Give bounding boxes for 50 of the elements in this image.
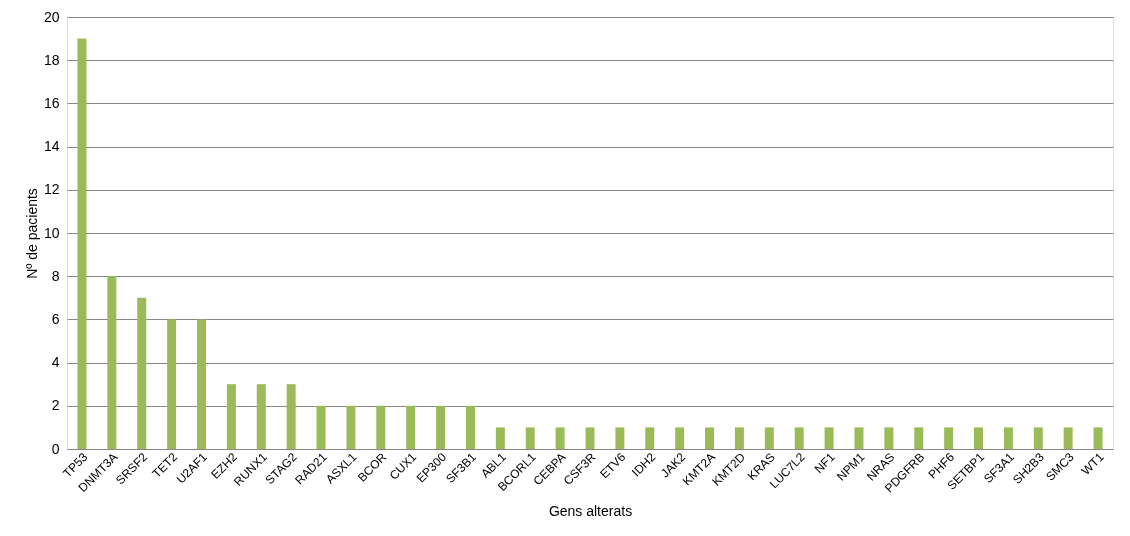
y-tick-label: 12 — [43, 181, 60, 198]
bar — [974, 427, 984, 449]
bar — [1093, 427, 1103, 449]
bar — [555, 427, 565, 449]
bar — [77, 38, 87, 449]
bar — [645, 427, 655, 449]
bar — [167, 319, 177, 449]
bar — [286, 384, 296, 449]
bar — [884, 427, 894, 449]
bar — [376, 405, 386, 449]
bar — [1033, 427, 1043, 449]
y-tick-label: 2 — [51, 397, 60, 414]
bar — [436, 405, 446, 449]
y-axis-title: Nº de pacients — [23, 188, 40, 279]
bar — [495, 427, 505, 449]
y-tick-label: 6 — [51, 310, 60, 327]
y-tick-label: 14 — [43, 138, 60, 155]
bar — [944, 427, 954, 449]
bar — [525, 427, 535, 449]
bar — [854, 427, 864, 449]
bar — [196, 319, 206, 449]
bar — [675, 427, 685, 449]
y-tick-label: 10 — [43, 224, 60, 241]
bar — [1063, 427, 1073, 449]
bar — [465, 405, 475, 449]
y-tick-label: 4 — [51, 354, 60, 371]
bar — [914, 427, 924, 449]
x-tick-label: NF1 — [811, 449, 838, 477]
bar — [256, 384, 266, 449]
y-tick-label: 0 — [51, 440, 60, 457]
bar — [824, 427, 834, 449]
y-tick-label: 8 — [51, 267, 60, 284]
bar — [734, 427, 744, 449]
bar — [585, 427, 595, 449]
y-tick-label: 16 — [43, 94, 60, 111]
bar — [137, 297, 147, 449]
bar — [226, 384, 236, 449]
x-axis-title: Gens alterats — [548, 502, 633, 519]
bar — [764, 427, 774, 449]
bar — [705, 427, 715, 449]
bar — [316, 405, 326, 449]
bar — [406, 405, 416, 449]
bar — [794, 427, 804, 449]
y-tick-label: 20 — [43, 8, 60, 25]
x-tick-label: WT1 — [1078, 449, 1107, 478]
bar — [615, 427, 625, 449]
bar — [107, 276, 117, 449]
y-tick-label: 18 — [43, 51, 60, 68]
bar — [346, 405, 356, 449]
bar — [1003, 427, 1013, 449]
